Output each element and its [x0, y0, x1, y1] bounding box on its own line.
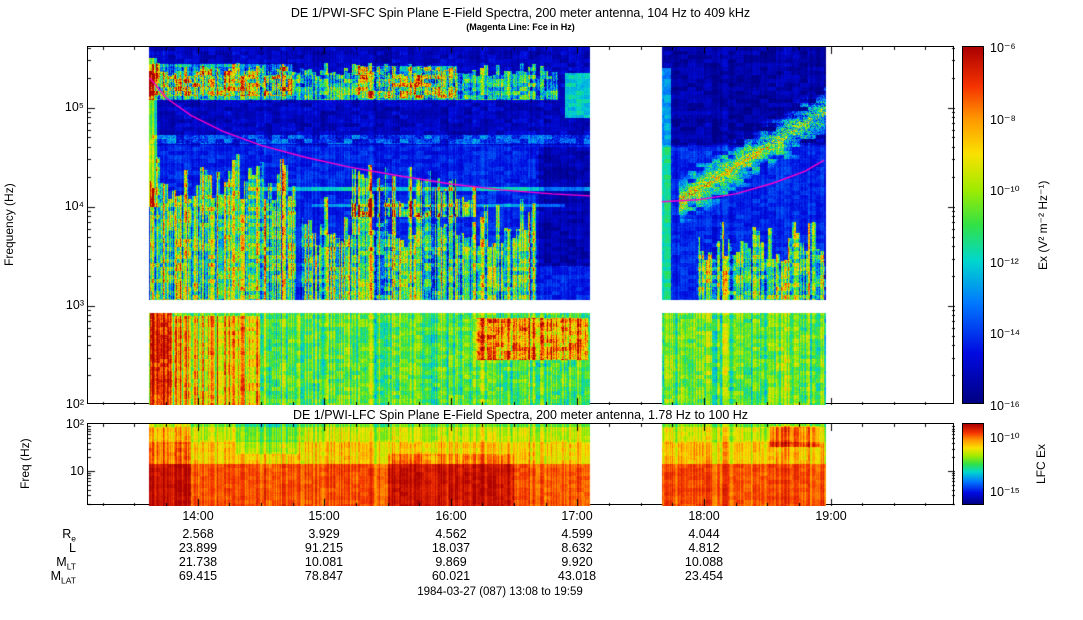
ephemeris-row-label: L [26, 541, 76, 558]
ephemeris-label-main: L [69, 541, 76, 555]
time-tick: 18:00 [688, 509, 720, 523]
sfc-colorbar-tick: 10⁻⁶ [990, 41, 1016, 55]
ephemeris-value: 69.415 [178, 569, 218, 583]
ephemeris-row-label: MLAT [26, 569, 76, 586]
ephemeris-value: 4.599 [561, 527, 593, 541]
lfc-ylabel: Freq (Hz) [18, 438, 32, 490]
ephemeris-label-sub: LAT [61, 575, 76, 586]
ephemeris-value: 78.847 [304, 569, 344, 583]
sfc-title: DE 1/PWI-SFC Spin Plane E-Field Spectra,… [290, 6, 751, 20]
sfc-spectrogram-canvas [88, 47, 955, 405]
ephemeris-label-sub: LT [66, 561, 76, 572]
ephemeris-value: 8.632 [561, 541, 593, 555]
time-tick: 14:00 [182, 509, 214, 523]
time-tick: 16:00 [435, 509, 467, 523]
ephemeris-value: 4.812 [688, 541, 720, 555]
sfc-colorbar [962, 46, 984, 404]
lfc-ytick: 10 [70, 464, 84, 478]
lfc-colorbar-tick: 10⁻¹⁵ [990, 485, 1020, 499]
ephemeris-value: 10.081 [304, 555, 344, 569]
time-tick: 17:00 [561, 509, 593, 523]
lfc-colorbar-tick: 10⁻¹⁰ [990, 431, 1020, 445]
lfc-panel [87, 423, 955, 506]
ephemeris-value: 21.738 [178, 555, 218, 569]
ephemeris-value: 18.037 [431, 541, 471, 555]
sfc-ytick: 10³ [65, 298, 84, 312]
sfc-colorbar-label: Ex (V² m⁻² Hz⁻¹) [1036, 180, 1050, 270]
ephemeris-value: 4.044 [688, 527, 720, 541]
ephemeris-value: 91.215 [304, 541, 344, 555]
ephemeris-value: 60.021 [431, 569, 471, 583]
sfc-colorbar-tick: 10⁻¹² [990, 256, 1019, 270]
ephemeris-value: 10.088 [684, 555, 724, 569]
sfc-subtitle: (Magenta Line: Fce in Hz) [466, 22, 575, 32]
lfc-colorbar [962, 423, 984, 505]
ephemeris-row-label: Re [26, 527, 76, 544]
lfc-ytick: 10² [65, 417, 84, 431]
ephemeris-label-main: M [56, 555, 67, 569]
lfc-title: DE 1/PWI-LFC Spin Plane E-Field Spectra,… [292, 408, 749, 422]
time-tick: 15:00 [308, 509, 340, 523]
ephemeris-label-sub: e [71, 533, 76, 544]
sfc-colorbar-tick: 10⁻¹⁶ [990, 399, 1020, 413]
sfc-ytick: 10⁵ [64, 100, 84, 114]
sfc-ylabel: Frequency (Hz) [2, 183, 16, 267]
ephemeris-row-label: MLT [26, 555, 76, 572]
lfc-spectrogram-canvas [88, 424, 955, 506]
ephemeris-value: 9.920 [561, 555, 593, 569]
sfc-colorbar-tick: 10⁻⁸ [990, 113, 1016, 127]
sfc-colorbar-tick: 10⁻¹⁰ [990, 184, 1020, 198]
ephemeris-value: 23.899 [178, 541, 218, 555]
ephemeris-value: 2.568 [182, 527, 214, 541]
time-range-footer: 1984-03-27 (087) 13:08 to 19:59 [417, 586, 583, 598]
time-tick: 19:00 [815, 509, 847, 523]
ephemeris-value: 3.929 [308, 527, 340, 541]
ephemeris-value: 4.562 [435, 527, 467, 541]
sfc-ytick: 10² [65, 397, 84, 411]
ephemeris-value: 23.454 [684, 569, 724, 583]
sfc-colorbar-tick: 10⁻¹⁴ [990, 327, 1021, 341]
ephemeris-value: 43.018 [557, 569, 597, 583]
ephemeris-value: 9.869 [435, 555, 467, 569]
lfc-colorbar-label: LFC Ex [1034, 444, 1048, 485]
ephemeris-label-main: M [50, 569, 62, 583]
ephemeris-label-main: R [62, 527, 72, 541]
sfc-ytick: 10⁴ [64, 199, 84, 213]
sfc-panel [87, 46, 955, 405]
